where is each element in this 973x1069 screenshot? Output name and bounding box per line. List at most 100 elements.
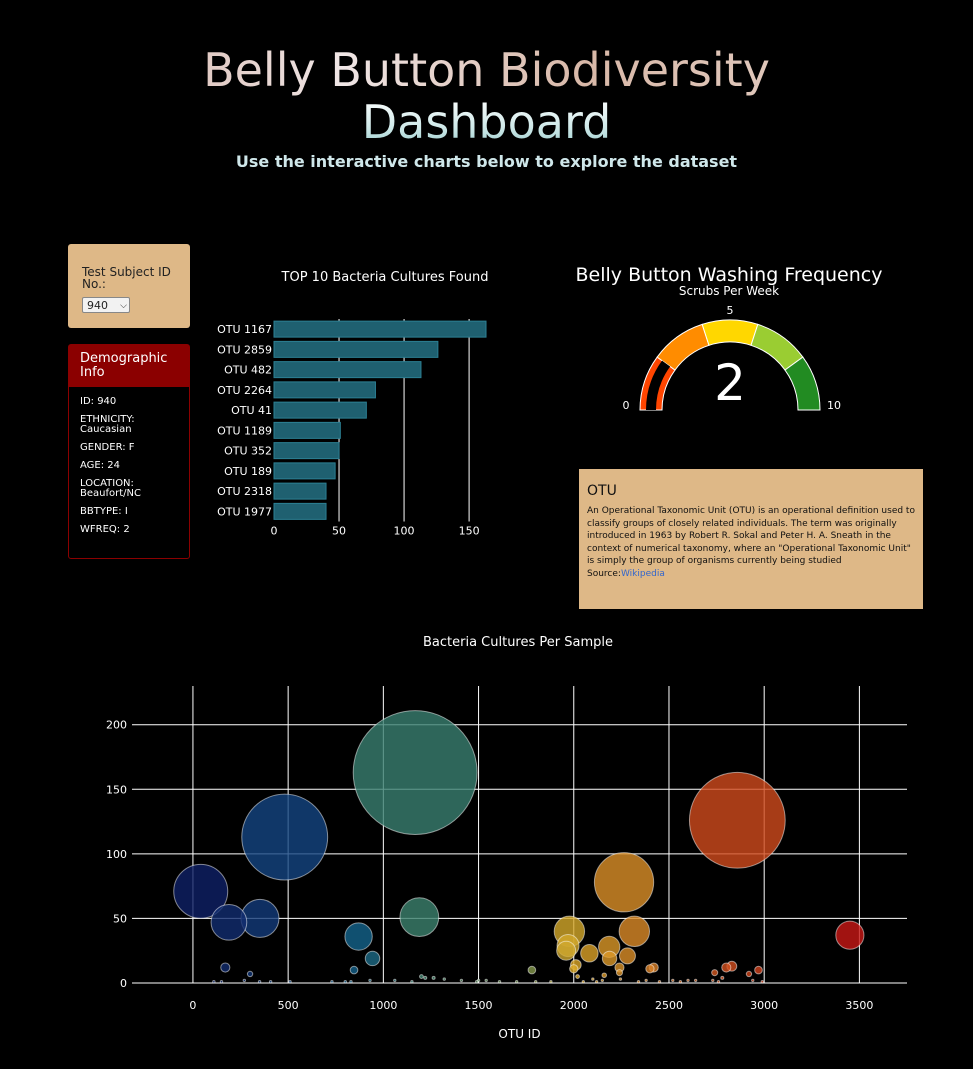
bubble-point (581, 980, 585, 984)
page-title: Belly Button Biodiversity (0, 44, 973, 96)
x-tick-label: 150 (459, 525, 480, 538)
bubble-point (257, 980, 262, 984)
bubble-point (212, 980, 216, 984)
gauge-tick-label: 10 (827, 399, 841, 412)
bubble-point (410, 980, 414, 984)
bubble-point (556, 940, 577, 961)
bubble-point (474, 980, 479, 984)
x-tick-label: 2500 (655, 999, 683, 1012)
bubble-point (459, 978, 464, 983)
bubble-point (431, 975, 436, 980)
gauge-tick-label: 5 (727, 304, 734, 317)
demographic-row: GENDER: F (80, 442, 135, 453)
x-tick-label: 2000 (560, 999, 588, 1012)
bubble-point (349, 980, 353, 984)
subject-id-select[interactable]: 940 ⌵ (82, 297, 130, 313)
bubble-point (636, 980, 641, 984)
bubble-point (220, 962, 231, 973)
bubble-point (593, 852, 655, 913)
bubble-point (615, 969, 624, 977)
bar (273, 401, 367, 419)
bubble-point (368, 978, 372, 983)
demographic-row: LOCATION: Beaufort/NC (80, 478, 141, 499)
otu-info-text: An Operational Taxonomic Unit (OTU) is a… (587, 506, 915, 579)
bar-chart: 0 50 100 150 OTU 1167 OTU 2859 OTU 482 OTU 2264… (217, 319, 487, 538)
bubble-point (711, 969, 719, 977)
source-label: Source: (587, 568, 621, 579)
bar (273, 340, 439, 358)
bubble-point (352, 710, 478, 835)
subject-id-value: 940 (87, 299, 108, 312)
bar (273, 502, 327, 520)
demographic-panel: Demographic Info ID: 940 ETHNICITY: Cauca… (68, 344, 190, 559)
bubble-point (288, 980, 292, 984)
gauge-value: 2 (714, 354, 746, 412)
bar (273, 442, 340, 460)
bubble-point (419, 974, 424, 979)
bubble-point (716, 980, 721, 984)
gauge-title: Belly Button Washing Frequency (575, 264, 883, 286)
bubble-point (720, 975, 725, 980)
demographic-row: ID: 940 (80, 396, 117, 407)
x-tick-label: 3000 (750, 999, 778, 1012)
bubble-point (241, 793, 329, 881)
bubble-point (600, 978, 605, 983)
bubble-point (210, 903, 248, 941)
bubble-point (601, 972, 608, 979)
gauge-step (784, 356, 821, 411)
gauge-tick-label: 0 (623, 399, 630, 412)
bubble-point (745, 970, 753, 978)
bubble-point (330, 980, 334, 984)
bubble-point (721, 962, 732, 973)
y-tick-label: OTU 482 (224, 364, 272, 377)
bubble-point (497, 980, 502, 984)
bar (273, 462, 336, 480)
bubble-chart-title: Bacteria Cultures Per Sample (422, 635, 613, 650)
bubble-point (754, 965, 763, 975)
x-tick-label: 1500 (465, 999, 493, 1012)
wikipedia-link[interactable]: Wikipedia (620, 568, 665, 579)
x-axis-label: OTU ID (498, 1027, 540, 1041)
gauge-step (701, 319, 759, 346)
x-tick-label: 50 (332, 525, 346, 538)
y-tick-label: 0 (120, 977, 127, 990)
bubble-point (580, 944, 599, 963)
bar (273, 421, 341, 439)
x-tick-label: 500 (278, 999, 299, 1012)
y-tick-label: OTU 2318 (217, 485, 272, 498)
bubble-point (751, 978, 755, 983)
bubble-point (591, 977, 595, 981)
x-tick-label: 3500 (845, 999, 873, 1012)
gauge-chart: 0 5 10 2 (623, 304, 842, 412)
demographic-info: ID: 940 ETHNICITY: Caucasian GENDER: F AGE:… (69, 387, 189, 535)
bubble-point (549, 980, 553, 984)
y-tick-label: OTU 2859 (217, 343, 272, 356)
bar-chart-title: TOP 10 Bacteria Cultures Found (281, 270, 489, 285)
bubble-point (618, 947, 636, 965)
bubble-point (575, 974, 580, 979)
bubble-point (527, 965, 537, 975)
bar (273, 381, 376, 399)
demographic-row: AGE: 24 (80, 460, 121, 471)
bar (273, 482, 327, 500)
page-title-line2: Dashboard (0, 96, 973, 148)
bubble-point (618, 915, 651, 948)
otu-info-title: OTU (587, 483, 617, 499)
bubble-point (657, 980, 662, 984)
bubble-point (442, 977, 446, 981)
bar (273, 361, 422, 379)
x-tick-label: 100 (394, 525, 415, 538)
y-tick-label: 50 (113, 912, 127, 925)
x-tick-label: 1000 (369, 999, 397, 1012)
bubble-point (533, 980, 538, 984)
bubble-point (618, 977, 623, 981)
bar (273, 320, 487, 338)
bubble-point (644, 978, 648, 983)
bubble-point (393, 978, 397, 983)
bubble-point (364, 950, 381, 967)
y-tick-label: OTU 189 (224, 465, 272, 478)
subject-selector-panel: Test Subject ID No.: 940 ⌵ (68, 244, 190, 328)
page-subtitle: Use the interactive charts below to expl… (235, 152, 738, 171)
y-tick-label: 150 (106, 783, 127, 796)
subject-selector-label: Test Subject ID No.: (82, 265, 171, 291)
